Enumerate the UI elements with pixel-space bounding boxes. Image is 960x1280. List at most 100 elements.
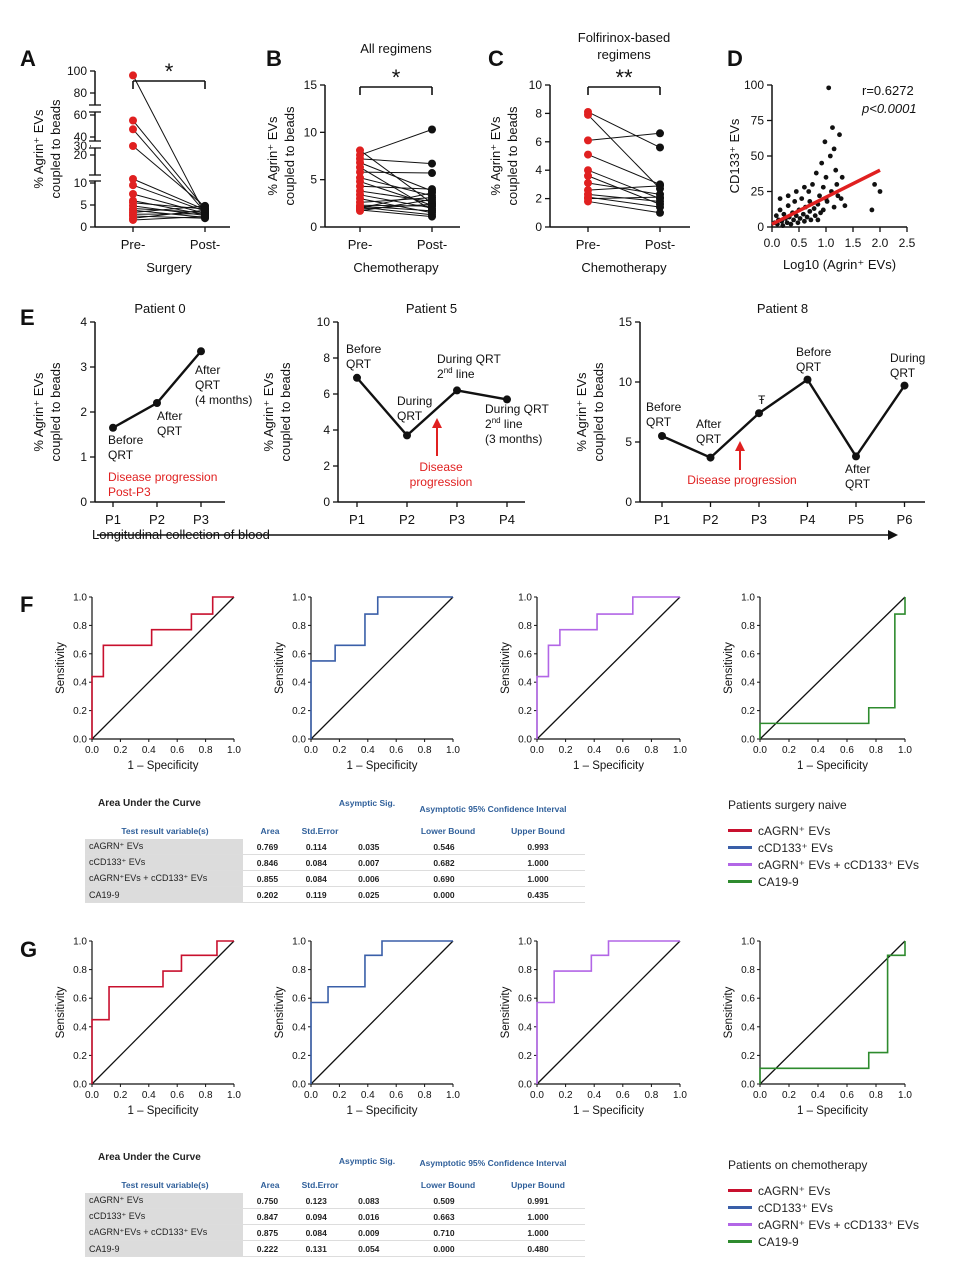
- y-tick-label: 0.8: [73, 621, 87, 632]
- y-tick-label: 2: [80, 405, 87, 419]
- x-tick-label: 0.4: [811, 1090, 825, 1101]
- pre-point: [129, 116, 137, 125]
- pair-line: [359, 209, 433, 218]
- y-axis-label: % Agrin⁺ EVs: [574, 372, 589, 452]
- panel-letter-B: B: [266, 46, 282, 71]
- y-axis-label: % Agrin⁺ EVs: [261, 372, 276, 452]
- legend-item: cAGRN⁺ EVs: [728, 1182, 919, 1199]
- x-tick-label: Post-: [190, 237, 220, 252]
- x-tick-label: P2: [703, 512, 719, 527]
- scatter-point: [800, 211, 806, 217]
- point-label: Ŧ: [758, 393, 766, 407]
- legend-swatch: [728, 880, 752, 883]
- x-tick-label: 0.4: [587, 1090, 601, 1101]
- scatter-point: [806, 189, 812, 194]
- value-cell: 0.993: [490, 839, 585, 855]
- significance-stars: *: [165, 59, 174, 84]
- point-label: QRT: [845, 477, 871, 491]
- y-tick-label: 0.4: [741, 678, 755, 689]
- y-tick-label: 0: [323, 495, 330, 509]
- post-point: [201, 212, 209, 221]
- ci-header: Asymptotic 95% Confidence Interval: [419, 1158, 567, 1168]
- x-tick-label: 0.2: [332, 745, 346, 756]
- variable-cell: cAGRN⁺ EVs: [85, 1193, 244, 1209]
- pre-point: [584, 136, 592, 145]
- x-tick-label: 1.0: [227, 745, 241, 756]
- pre-point: [584, 178, 592, 187]
- y-tick-label: 0.0: [741, 1080, 755, 1091]
- pair-line: [359, 190, 433, 202]
- panel-title: Patient 0: [134, 301, 185, 316]
- y-axis-label: Sensitivity: [55, 642, 67, 694]
- post-point: [656, 203, 664, 212]
- point-label: Before: [796, 345, 832, 359]
- pair-line: [359, 162, 433, 192]
- scatter-point: [807, 208, 813, 214]
- scatter-point: [802, 184, 807, 190]
- pair-line: [587, 196, 661, 200]
- x-tick-label: 0.8: [869, 1090, 883, 1101]
- y-tick-label: 0: [310, 220, 317, 234]
- point-label: QRT: [696, 432, 722, 446]
- value-cell: 0.846: [243, 854, 292, 871]
- point-label: QRT: [346, 357, 372, 371]
- y-tick-label: 100: [744, 78, 764, 92]
- y-axis-label: coupled to beads: [48, 362, 63, 462]
- point-label: 2nd line: [437, 366, 475, 381]
- x-axis-label: 1 – Specificity: [797, 1105, 868, 1117]
- y-tick-label: 0.6: [741, 994, 755, 1005]
- x-tick-label: 0.4: [811, 745, 825, 756]
- y-tick-label: 0.6: [292, 994, 306, 1005]
- x-tick-label: P4: [800, 512, 816, 527]
- value-cell: 0.875: [243, 1224, 292, 1241]
- scatter-point: [834, 182, 840, 187]
- x-axis-label: 1 – Specificity: [128, 760, 199, 772]
- y-tick-label: 0.4: [292, 1022, 306, 1033]
- pair-line: [359, 171, 433, 174]
- y-tick-label: 0.4: [73, 1022, 87, 1033]
- roc-panel-G-1: 0.00.0 0.2 0.2 0.4 0.4 0.6 0.6 0.8 0.8 1.0 1.0 1 – …: [55, 937, 241, 1118]
- value-cell: 0.025: [340, 886, 397, 903]
- x-tick-label: 2.5: [899, 236, 916, 250]
- panel-letter-F: F: [20, 592, 33, 617]
- scatter-point: [827, 153, 833, 159]
- x-tick-label: 1.0: [898, 1090, 912, 1101]
- pair-line: [587, 169, 661, 200]
- y-axis-label: Sensitivity: [274, 986, 286, 1038]
- y-axis-label: % Agrin⁺ EVs: [488, 116, 503, 196]
- y-tick-label: 15: [304, 78, 318, 92]
- post-point: [656, 181, 664, 190]
- value-cell: 0.054: [340, 1240, 397, 1257]
- point-label: QRT: [195, 378, 221, 392]
- value-cell: 0.084: [291, 854, 341, 871]
- point-label: Before: [646, 400, 682, 414]
- reference-diagonal: [759, 596, 906, 740]
- x-tick-label: 0.0: [85, 1090, 99, 1101]
- pair-line: [132, 178, 206, 211]
- panel-title: regimens: [597, 47, 651, 62]
- panel-E0: 0 1 2 3 4 P1 P2 P3 Patient 0 % Agrin⁺ EVs coupled …: [31, 301, 252, 527]
- auc-table-chemotherapy: Area Under the Curve Asymptic Sig. Asymp…: [85, 1150, 585, 1260]
- area-header: Area: [260, 1180, 280, 1190]
- x-tick-label: 0.4: [142, 1090, 156, 1101]
- y-tick-label: 0.0: [292, 1080, 306, 1091]
- scatter-point: [839, 174, 845, 180]
- value-cell: 0.435: [490, 886, 585, 903]
- value-cell: 0.119: [291, 886, 341, 903]
- value-cell: 0.094: [291, 1208, 341, 1225]
- x-tick-label: 0.8: [199, 745, 213, 756]
- pair-line: [587, 111, 661, 148]
- post-point: [656, 129, 664, 138]
- scatter-point: [793, 189, 799, 194]
- panel-letter-A: A: [20, 46, 36, 71]
- data-point: [803, 375, 812, 384]
- y-tick-label: 0.2: [292, 1051, 306, 1062]
- y-tick-label: 0.8: [518, 965, 532, 976]
- longitudinal-arrowhead: [888, 530, 898, 540]
- value-cell: 0.114: [291, 839, 341, 855]
- point-label: Before: [108, 433, 144, 447]
- x-tick-label: 0.0: [764, 236, 781, 250]
- value-cell: 0.855: [243, 870, 292, 887]
- roc-panel-F-2: 0.00.0 0.2 0.2 0.4 0.4 0.6 0.6 0.8 0.8 1.0 1.0 1 – …: [274, 593, 460, 773]
- post-point: [428, 188, 436, 197]
